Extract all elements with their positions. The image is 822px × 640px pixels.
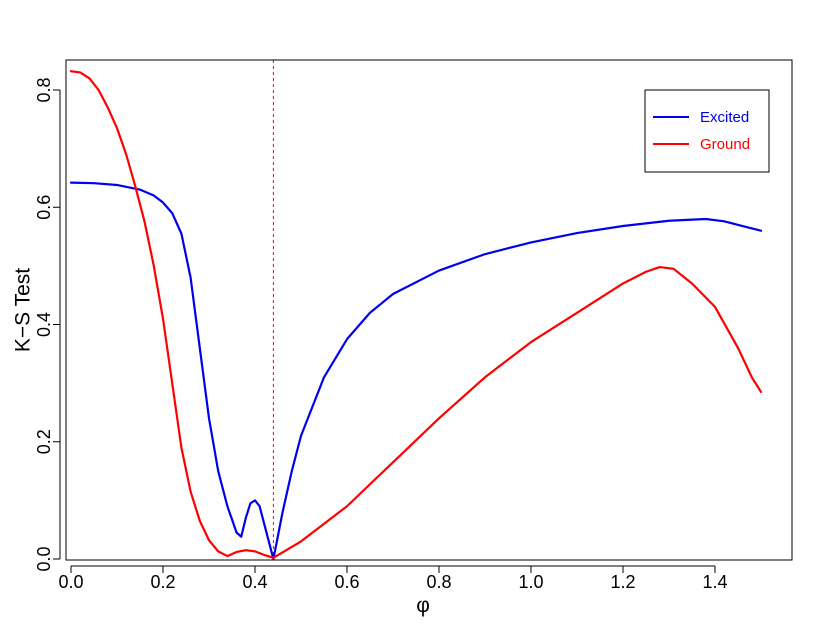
axes-layer: 0.0 0.2 0.4 0.6 0.8 1.0 1.2 1.4 0.0 0.2 0.4 0.6 0.8 — [34, 59, 793, 592]
x-tick-label: 0.8 — [426, 572, 451, 592]
legend-label-ground: Ground — [700, 136, 750, 153]
y-axis-title: K−S Test — [11, 268, 34, 352]
series-line-ground — [69, 70, 763, 559]
y-tick-label: 0.4 — [34, 312, 54, 337]
x-tick-label: 1.2 — [610, 572, 635, 592]
y-tick-label: 0.2 — [34, 429, 54, 454]
series-line-excited — [69, 181, 763, 560]
x-tick-label: 0.6 — [334, 572, 359, 592]
plot-layer — [69, 60, 763, 560]
legend-box — [644, 89, 770, 173]
legend: Excited Ground — [644, 89, 770, 173]
plot-frame — [65, 59, 793, 561]
x-tick-label: 0.0 — [58, 572, 83, 592]
y-tick-label: 0.6 — [34, 195, 54, 220]
x-tick-label: 0.4 — [242, 572, 267, 592]
x-tick-label: 0.2 — [150, 572, 175, 592]
y-tick-label: 0.8 — [34, 77, 54, 102]
legend-label-excited: Excited — [700, 109, 749, 126]
y-tick-label: 0.0 — [34, 546, 54, 571]
x-tick-label: 1.0 — [518, 572, 543, 592]
x-axis-title: φ — [416, 594, 430, 617]
x-tick-label: 1.4 — [702, 572, 727, 592]
